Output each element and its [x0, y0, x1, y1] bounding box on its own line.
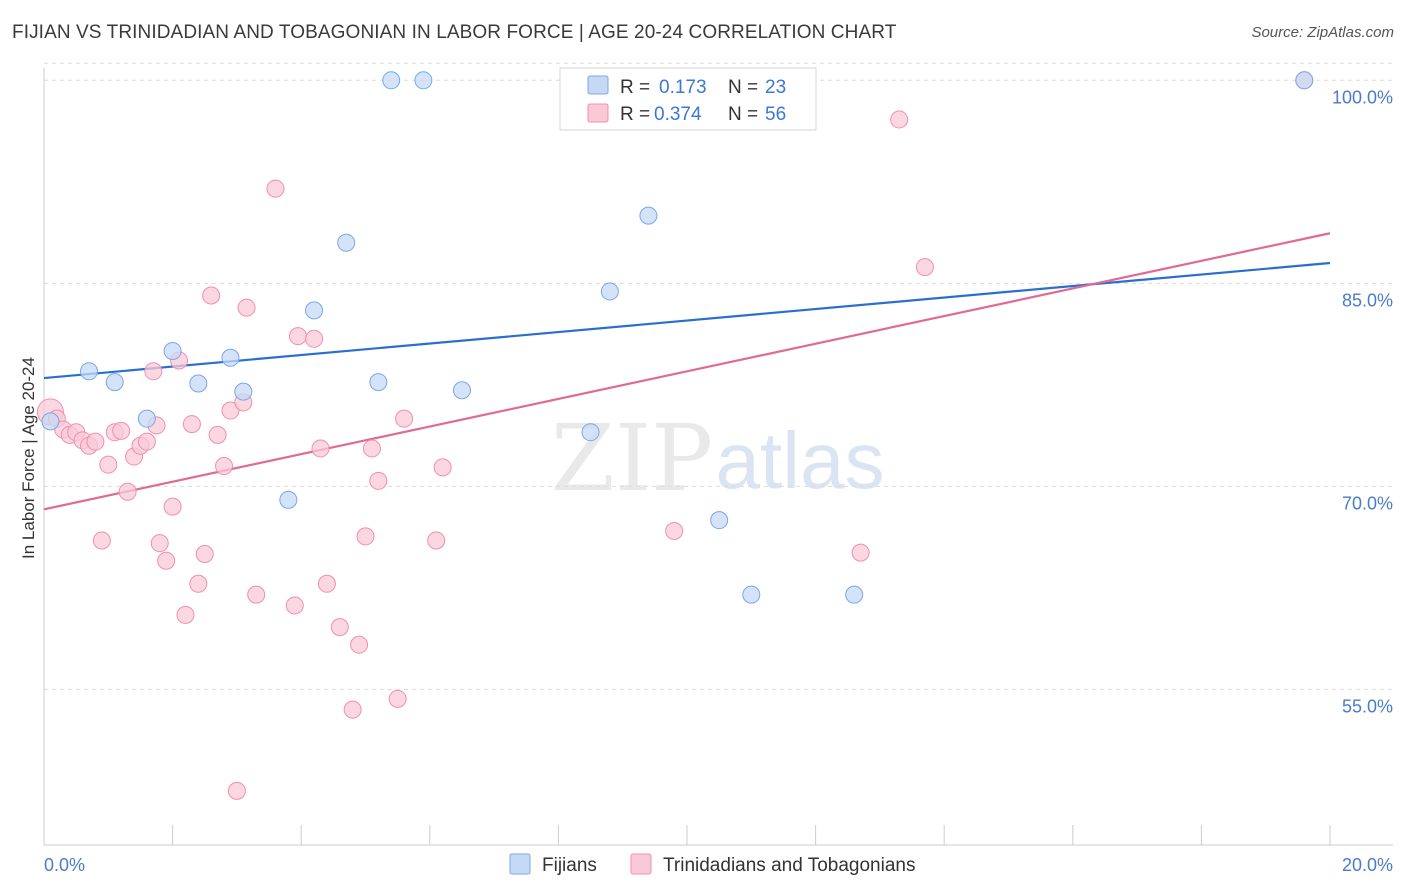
trinidadian-point-15	[137, 432, 156, 451]
trinidadian-point-25	[195, 545, 214, 564]
fijian-point-5	[189, 374, 208, 393]
fijian-point-13	[414, 71, 433, 90]
trinidadian-point-11	[112, 421, 131, 440]
fijian-point-7	[234, 382, 253, 401]
stats-legend: R = 0.173 N = 23 R = 0.374 N = 56	[559, 67, 817, 131]
fijian-point-2	[105, 373, 124, 392]
trend-lines	[43, 232, 1331, 511]
trinidadian-point-24	[189, 574, 208, 593]
chart-title: FIJIAN VS TRINIDADIAN AND TOBAGONIAN IN …	[12, 22, 897, 43]
legend-r-value-1: 0.173	[659, 77, 707, 98]
watermark-zip: ZIP	[551, 405, 713, 512]
trinidadian-point-33	[247, 585, 266, 604]
bottom-legend-fijians: Fijians	[542, 855, 597, 876]
trinidadian-point-30	[227, 781, 246, 800]
legend-swatch-fijians	[587, 75, 609, 95]
bottom-legend-trinidadians: Trinidadians and Tobagonians	[663, 855, 915, 876]
trinidadian-point-35	[285, 596, 304, 615]
trinidadian-point-26	[202, 286, 221, 305]
trend-line-0	[43, 261, 1331, 380]
trinidadian-point-47	[395, 409, 414, 428]
legend-n-label-2: N =	[728, 104, 758, 125]
trinidadian-point-36	[288, 327, 307, 346]
grid-lines	[44, 62, 1393, 690]
fijian-point-10	[337, 233, 356, 252]
trinidadian-point-32	[237, 298, 256, 317]
trinidadian-point-46	[388, 689, 407, 708]
x-tick-label-0: 0.0%	[44, 855, 85, 875]
trinidadian-point-20	[163, 497, 182, 516]
fijian-point-9	[305, 301, 324, 320]
trinidadian-point-43	[356, 527, 375, 546]
fijian-point-21	[845, 585, 864, 604]
legend-swatch-trinidadians	[587, 103, 609, 123]
fijian-point-17	[639, 206, 658, 225]
trinidadian-point-51	[665, 522, 684, 540]
legend-r-value-2: 0.374	[654, 104, 702, 125]
trinidadian-point-48	[427, 531, 446, 550]
fijian-point-16	[600, 282, 619, 301]
trinidadian-point-40	[330, 618, 349, 637]
axes	[43, 68, 1393, 846]
trend-line-1	[43, 232, 1331, 511]
legend-r-label-2: R =	[620, 104, 650, 125]
trinidadian-point-39	[317, 574, 336, 593]
y-tick-label-0: 55.0%	[1342, 696, 1393, 716]
watermark: ZIP atlas	[551, 405, 885, 512]
trinidadian-point-22	[176, 605, 195, 624]
trinidadian-point-34	[266, 179, 285, 198]
trinidadian-point-27	[208, 425, 227, 444]
fijian-point-14	[452, 381, 471, 400]
trinidadian-point-38	[311, 439, 330, 458]
bottom-legend-swatch-fijians	[509, 853, 531, 875]
trinidadian-point-28	[215, 457, 234, 476]
y-tick-label-3: 100.0%	[1332, 87, 1393, 107]
x-tick-labels: 0.0% 20.0%	[44, 855, 1393, 875]
source-credit: Source: ZipAtlas.com	[1251, 24, 1394, 41]
trinidadian-point-53	[890, 110, 909, 129]
series-legend: Fijians Trinidadians and Tobagonians	[509, 853, 915, 876]
legend-n-label-1: N =	[728, 77, 758, 98]
trinidadian-point-37	[305, 329, 324, 348]
fijian-point-6	[221, 348, 240, 367]
y-axis-label: In Labor Force | Age 20-24	[19, 357, 38, 559]
y-tick-label-1: 70.0%	[1342, 493, 1393, 513]
y-tick-labels: 55.0% 70.0% 85.0% 100.0%	[1332, 87, 1393, 716]
legend-n-value-2: 56	[765, 104, 786, 125]
fijian-point-12	[382, 71, 401, 90]
fijian-point-15	[581, 423, 600, 442]
fijian-point-20	[742, 585, 761, 604]
trinidadian-point-7	[86, 432, 105, 451]
legend-n-value-1: 23	[765, 77, 786, 98]
trinidadian-point-23	[182, 415, 201, 434]
fijian-point-0	[41, 412, 60, 431]
trinidadian-point-16	[144, 362, 163, 381]
trinidadian-point-9	[99, 455, 118, 474]
fijian-point-22	[1295, 71, 1314, 90]
y-tick-label-2: 85.0%	[1342, 290, 1393, 310]
trinidadian-point-49	[433, 458, 452, 477]
fijian-point-1	[80, 362, 99, 381]
fijian-point-11	[369, 373, 388, 392]
legend-r-label-1: R =	[620, 77, 650, 98]
trinidadian-point-52	[851, 543, 870, 562]
trinidadian-point-41	[343, 700, 362, 719]
fijian-point-8	[279, 490, 298, 509]
trinidadian-point-12	[118, 482, 137, 501]
trinidadian-point-44	[362, 439, 381, 458]
trinidadian-point-19	[157, 551, 176, 570]
fijian-point-19	[710, 511, 729, 530]
trinidadian-point-42	[350, 635, 369, 654]
watermark-atlas: atlas	[716, 416, 885, 505]
trinidadian-point-45	[369, 471, 388, 490]
bottom-legend-swatch-trinidadians	[630, 853, 652, 875]
x-tick-label-1: 20.0%	[1342, 855, 1393, 875]
fijian-point-4	[163, 341, 182, 360]
trinidadian-point-54	[915, 258, 934, 277]
fijian-point-3	[137, 409, 156, 428]
trinidadian-point-18	[150, 534, 169, 553]
trinidadian-point-8	[92, 531, 111, 550]
trinidadian-point-29	[221, 401, 240, 420]
